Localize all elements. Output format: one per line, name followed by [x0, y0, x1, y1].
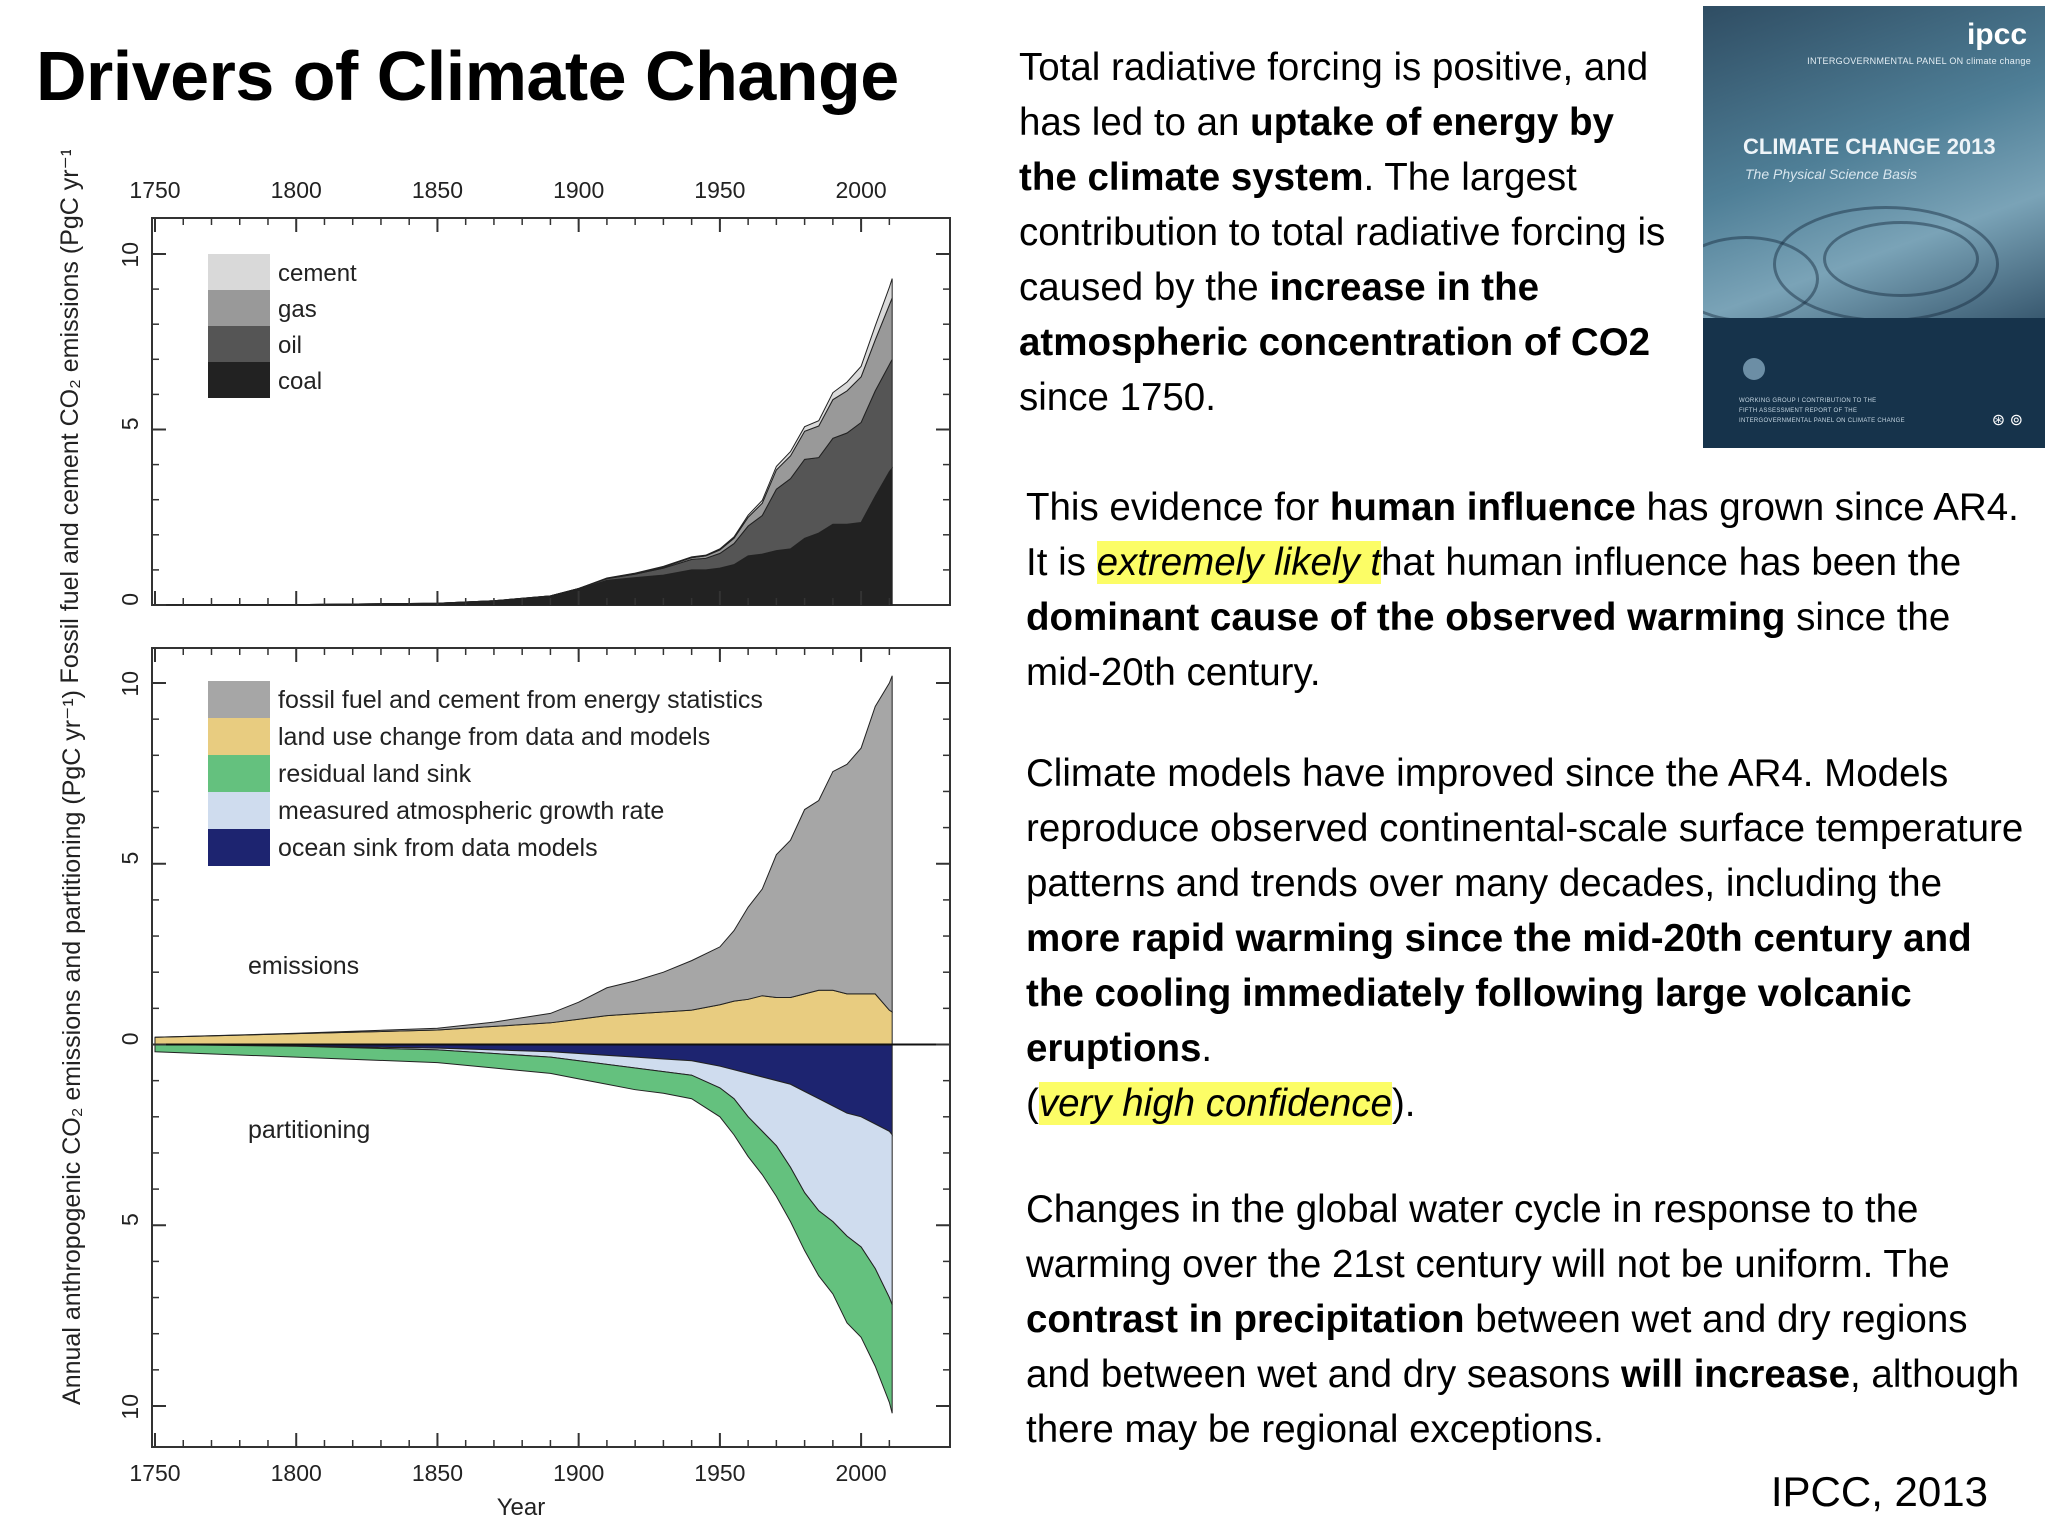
x-tick-label: 1850 [412, 177, 463, 203]
series-area-fossil-fuel-and-cement-from-energy-statistics [154, 675, 893, 1038]
x-tick-label: 1750 [129, 177, 180, 203]
legend-label: cement [278, 260, 357, 287]
text-run: since the mid-20th century. [1026, 596, 1951, 694]
series-area-cement [154, 278, 893, 606]
legend-swatch [208, 681, 270, 718]
y-tick-label: 0 [117, 1033, 143, 1046]
x-tick-label: 1900 [553, 177, 604, 203]
bold-text: will increase [1621, 1353, 1851, 1396]
y-tick-label: 10 [117, 1394, 143, 1420]
legend-swatch [208, 718, 270, 755]
highlighted-text: very high confidence [1038, 1082, 1392, 1125]
cover-seal-icon [1743, 358, 1765, 380]
cover-org: INTERGOVERNMENTAL PANEL ON climate chang… [1807, 56, 2031, 66]
text-run: has grown since AR4. It is [1026, 486, 2019, 584]
text-run: Total radiative forcing is positive, and… [1019, 46, 1649, 144]
annotation-emissions: emissions [248, 952, 359, 980]
y-tick-label: 10 [117, 671, 143, 697]
paragraph-climate-models: Climate models have improved since the A… [1026, 746, 2026, 1131]
text-run: Changes in the global water cycle in res… [1026, 1188, 1950, 1286]
cover-swirl [1823, 221, 1979, 297]
legend-label: oil [278, 332, 302, 359]
x-tick-label: 1750 [129, 1460, 180, 1486]
source-citation: IPCC, 2013 [1770, 1468, 1988, 1515]
text-run: between wet and dry regions and between … [1026, 1298, 1968, 1396]
text-run: ). [1391, 1082, 1416, 1125]
legend-label: ocean sink from data models [278, 834, 598, 862]
bold-text: contrast in precipitation [1026, 1298, 1465, 1341]
y-tick-label: 10 [117, 242, 143, 268]
x-axis-label: Year [497, 1494, 546, 1521]
annotation-partitioning: partitioning [248, 1116, 370, 1144]
legend-label: gas [278, 296, 317, 323]
cover-subtitle: The Physical Science Basis [1745, 166, 1917, 182]
bold-text: uptake of energy by the climate system [1019, 101, 1614, 199]
y-tick-label: 0 [117, 593, 143, 606]
legend-swatch [208, 326, 270, 362]
paragraph-radiative-forcing: Total radiative forcing is positive, and… [1019, 40, 1679, 425]
legend-swatch [208, 792, 270, 829]
cover-logo: ipcc [1966, 18, 2027, 51]
y-tick-label: 5 [117, 852, 143, 865]
paragraph-human-influence: This evidence for human influence has gr… [1026, 480, 2026, 700]
highlighted-text: extremely likely t [1096, 541, 1382, 584]
bold-text: increase in the atmospheric concentratio… [1019, 266, 1651, 364]
legend-swatch [208, 254, 270, 290]
text-run: . [1201, 1027, 1213, 1070]
x-tick-label: 1800 [271, 177, 322, 203]
text-run: , although there may be regional excepti… [1026, 1353, 2020, 1451]
y-tick-label: 5 [117, 1213, 143, 1226]
legend-label: coal [278, 368, 322, 395]
paragraph-water-cycle: Changes in the global water cycle in res… [1026, 1182, 2026, 1457]
legend-swatch [208, 290, 270, 326]
text-run: This evidence for [1026, 486, 1330, 529]
x-tick-label: 1800 [271, 1460, 322, 1486]
x-tick-label: 1900 [553, 1460, 604, 1486]
text-run: . The largest contribution to total radi… [1019, 156, 1666, 309]
report-cover-image: ipcc INTERGOVERNMENTAL PANEL ON climate … [1703, 6, 2045, 448]
legend-label: residual land sink [278, 760, 472, 788]
cover-fineprint: WORKING GROUP I CONTRIBUTION TO THE [1739, 398, 1877, 404]
bold-text: human influence [1329, 486, 1636, 529]
cover-band [1703, 318, 2045, 448]
x-tick-label: 1950 [694, 1460, 745, 1486]
legend-swatch [208, 829, 270, 866]
text-run: hat human influence has been the [1381, 541, 1962, 584]
cover-wmo-unep-logos-icon: ⊛ ⊚ [1991, 412, 2023, 429]
legend-label: land use change from data and models [278, 723, 710, 751]
x-tick-label: 2000 [836, 1460, 887, 1486]
legend-label: measured atmospheric growth rate [278, 797, 664, 825]
x-tick-label: 1850 [412, 1460, 463, 1486]
legend-swatch [208, 362, 270, 398]
charts-figure: 1750 1800 1850 1900 1950 2000 0 5 10 Fossil fuel … [0, 150, 980, 1536]
charts-svg: 1750 1800 1850 1900 1950 2000 0 5 10 Fossil fuel … [56, 150, 951, 1521]
bold-text: dominant cause of the observed warming [1026, 596, 1786, 639]
cover-fineprint: INTERGOVERNMENTAL PANEL ON CLIMATE CHANG… [1739, 418, 1905, 424]
y-tick-label: 5 [117, 418, 143, 431]
text-run: since 1750. [1019, 376, 1216, 419]
x-tick-label: 1950 [694, 177, 745, 203]
text-run: Climate models have improved since the A… [1026, 752, 2024, 905]
bold-text: more rapid warming since the mid-20th ce… [1026, 917, 1972, 1070]
legend-swatch [208, 755, 270, 792]
x-tick-label: 2000 [836, 177, 887, 203]
series-area-residual-land-sink [154, 1043, 893, 1414]
legend-label: fossil fuel and cement from energy stati… [278, 686, 763, 714]
cover-title: CLIMATE CHANGE 2013 [1743, 134, 1996, 159]
y-axis-label: Annual anthropogenic CO₂ emissions and p… [58, 690, 86, 1405]
cover-fineprint: FIFTH ASSESSMENT REPORT OF THE [1739, 408, 1858, 414]
slide-title: Drivers of Climate Change [36, 37, 899, 115]
y-axis-label: Fossil fuel and cement CO₂ emissions (Pg… [56, 150, 84, 683]
text-run: ( [1026, 1082, 1039, 1125]
